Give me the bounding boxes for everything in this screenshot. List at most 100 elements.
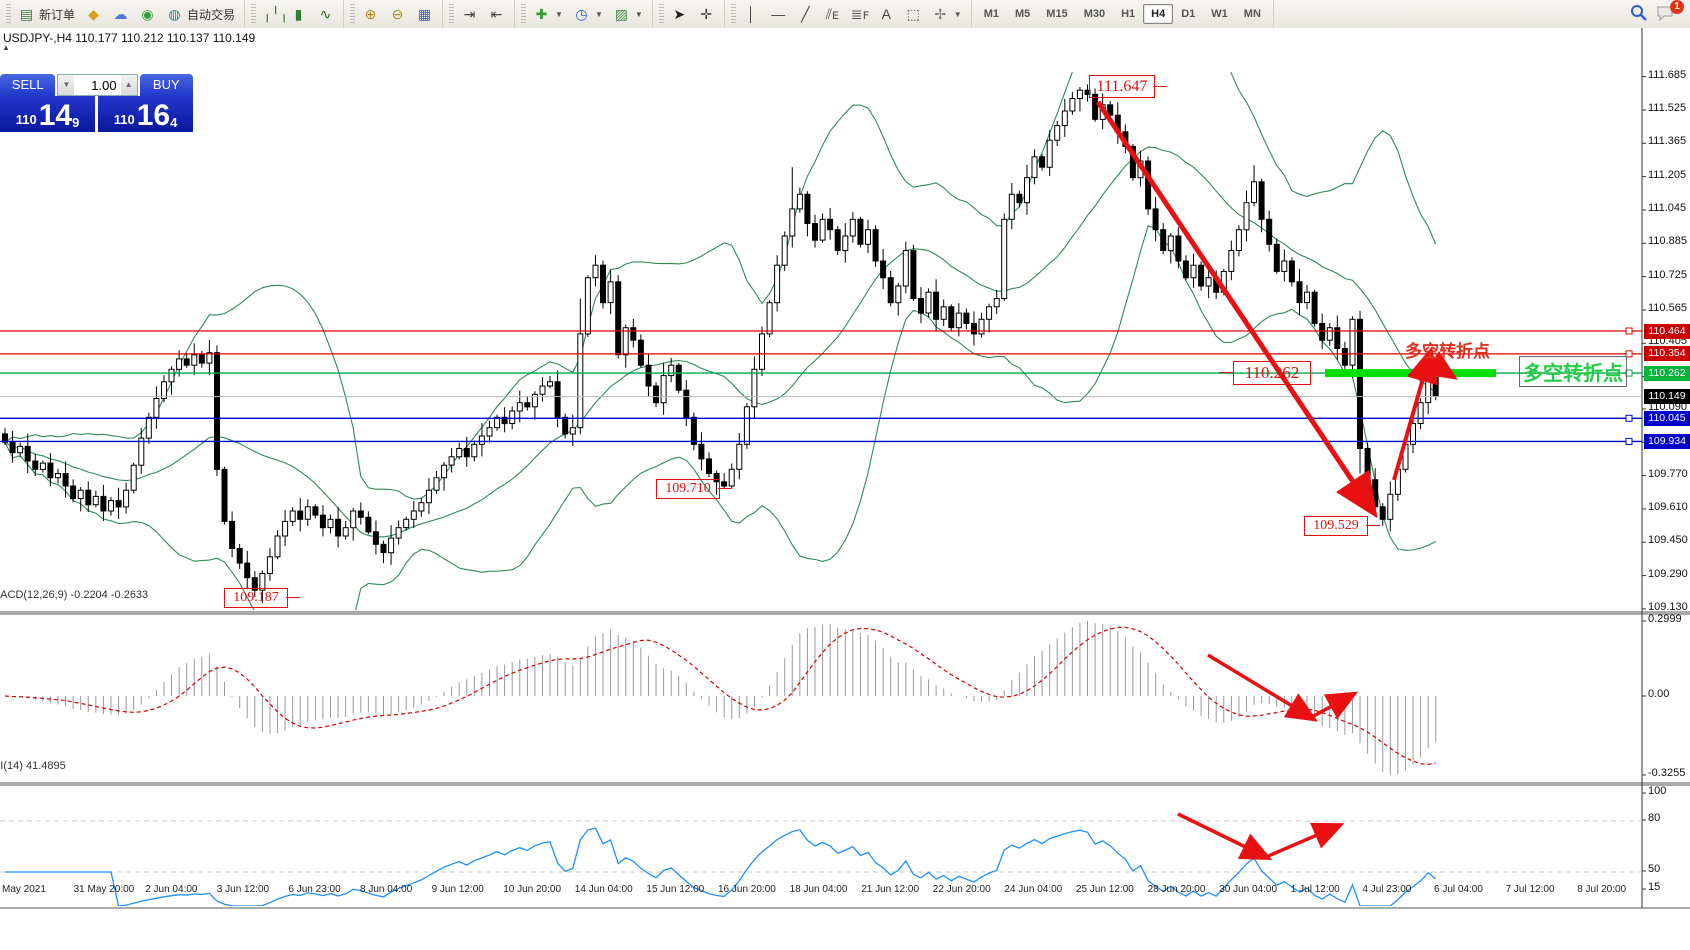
zoom-out-icon: ⊖	[391, 5, 404, 22]
hline-button[interactable]: —	[765, 4, 792, 25]
date-label[interactable]: 4 Jul 23:00	[1362, 884, 1412, 895]
zoom-in-button[interactable]: ⊕	[357, 4, 384, 25]
timeframe-m1-button[interactable]: M1	[983, 8, 999, 20]
toolbar-grip[interactable]	[6, 4, 11, 24]
toolbar-group-scroll: ⇥ ⇤	[443, 0, 516, 28]
volume-decrease-button[interactable]: ▼	[58, 75, 75, 95]
zoom-out-button[interactable]: ⊖	[384, 4, 411, 25]
date-label[interactable]: 8 Jul 20:00	[1577, 884, 1627, 895]
price-annotation-110.262[interactable]: 110.262	[1233, 361, 1311, 385]
date-label[interactable]: 6 Jul 04:00	[1434, 884, 1483, 895]
date-label[interactable]: 25 Jun 12:00	[1076, 884, 1134, 895]
fibonacci-button[interactable]: ≣ꜰ	[846, 4, 873, 25]
notifications-icon[interactable]: 1	[1657, 0, 1684, 24]
indicators-button[interactable]: ✚ ▼	[528, 4, 568, 25]
price-tick-label: 111.045	[1648, 201, 1687, 214]
timeframe-toolbar: M1 M5 M15 M30 H1 H4 D1 W1 MN	[972, 0, 1274, 28]
templates-button[interactable]: ▨ ▼	[608, 4, 648, 25]
price-annotation-111.647[interactable]: 111.647	[1089, 75, 1155, 98]
new-order-button[interactable]: ▤ 新订单	[13, 4, 80, 25]
date-label[interactable]: 9 Jun 12:00	[431, 884, 484, 895]
text-button[interactable]: A	[873, 4, 900, 25]
sell-button[interactable]: SELL	[0, 74, 56, 96]
timeframe-m15-button[interactable]: M15	[1046, 8, 1068, 20]
arrows-button[interactable]: ✢ ▼	[927, 4, 967, 25]
date-label[interactable]: 28 Jun 20:00	[1147, 884, 1206, 895]
timeframe-h1-button[interactable]: H1	[1121, 8, 1136, 20]
bar-chart-button[interactable]: ╷╵╷	[258, 4, 288, 25]
periods-button[interactable]: ◷ ▼	[568, 4, 608, 25]
timeframe-m30-button[interactable]: M30	[1083, 8, 1106, 20]
tile-windows-button[interactable]: ▦	[411, 4, 438, 25]
date-label[interactable]: 24 Jun 04:00	[1004, 884, 1063, 895]
price-annotation-109.187[interactable]: 109.187	[224, 588, 288, 608]
price-axis[interactable]	[1641, 28, 1646, 908]
price-badge-110.262: 110.262	[1644, 365, 1690, 381]
date-label[interactable]: 15 Jun 12:00	[646, 884, 705, 895]
vline-button[interactable]: │	[738, 4, 765, 25]
price-annotation-109.529[interactable]: 109.529	[1304, 516, 1368, 536]
pivot-text-annotation-0[interactable]: 多空转折点	[1405, 342, 1490, 361]
date-label[interactable]: 2 Jun 04:00	[145, 884, 198, 895]
sell-price-button[interactable]: 110 14 9	[0, 96, 95, 132]
toolbar-grip[interactable]	[658, 4, 664, 24]
equidistant-channel-button[interactable]: ⫽ᴇ	[819, 4, 846, 25]
arrows-button-caret[interactable]: ▼	[953, 9, 962, 19]
auto-scroll-button[interactable]: ⇥	[456, 4, 483, 25]
date-label[interactable]: 1 Jul 12:00	[1290, 884, 1340, 895]
date-label[interactable]: 21 Jun 12:00	[861, 884, 920, 895]
date-label[interactable]: 8 Jun 04:00	[360, 884, 413, 895]
templates-button-caret[interactable]: ▼	[634, 9, 643, 19]
market-watch-button[interactable]: ◆	[80, 4, 107, 25]
price-chart-canvas[interactable]	[0, 28, 1690, 950]
date-label[interactable]: May 2021	[2, 884, 46, 895]
date-label[interactable]: 30 Jun 04:00	[1219, 884, 1278, 895]
periods-icon: ◷	[575, 5, 588, 22]
toolbar-grip[interactable]	[350, 4, 356, 24]
signals-button[interactable]: ◉	[134, 4, 161, 25]
timeframe-w1-button[interactable]: W1	[1211, 8, 1228, 20]
buy-price-button[interactable]: 110 16 4	[98, 96, 193, 132]
toolbar-grip[interactable]	[730, 4, 736, 24]
indicators-button-caret[interactable]: ▼	[555, 9, 563, 19]
auto-trading-button[interactable]: ◍ 自动交易	[161, 4, 240, 25]
toolbar-grip[interactable]	[521, 4, 527, 24]
toolbar-grip[interactable]	[251, 4, 257, 24]
panel-collapse-icon[interactable]: ▲	[2, 43, 10, 52]
price-annotation-109.710[interactable]: 109.710	[656, 479, 720, 499]
date-label[interactable]: 3 Jun 12:00	[216, 884, 270, 895]
rsi-tick-label: 15	[1648, 881, 1661, 893]
timeframe-h4-button[interactable]: H4	[1143, 4, 1174, 24]
text-label-button[interactable]: ⬚	[900, 4, 927, 25]
date-label[interactable]: 22 Jun 20:00	[932, 884, 991, 895]
volume-increase-button[interactable]: ▲	[120, 75, 137, 95]
chart-shift-button[interactable]: ⇤	[483, 4, 510, 25]
date-label[interactable]: 14 Jun 04:00	[574, 884, 633, 895]
cursor-button[interactable]: ➤	[666, 4, 693, 25]
crosshair-button[interactable]: ✛	[693, 4, 720, 25]
candlestick-button[interactable]: ▮	[285, 4, 312, 25]
line-chart-button[interactable]: ∿	[312, 4, 339, 25]
chart-window[interactable]: USDJPY-,H4 110.177 110.212 110.137 110.1…	[0, 28, 1690, 950]
trendline-button[interactable]: ╱	[792, 4, 819, 25]
timeframe-mn-button[interactable]: MN	[1243, 8, 1261, 20]
toolbar-grip[interactable]	[449, 4, 455, 24]
timeframe-d1-button[interactable]: D1	[1181, 8, 1196, 20]
timeframe-m5-button[interactable]: M5	[1015, 8, 1031, 20]
search-icon[interactable]	[1630, 4, 1647, 24]
volume-input[interactable]	[74, 75, 121, 95]
date-label[interactable]: 31 May 20:00	[73, 884, 135, 895]
pivot-text-annotation-1[interactable]: 多空转折点	[1519, 356, 1627, 387]
rsi-tick-label: 100	[1648, 785, 1667, 797]
date-label[interactable]: 16 Jun 20:00	[718, 884, 776, 895]
date-label[interactable]: 18 Jun 04:00	[789, 884, 848, 895]
date-label[interactable]: 10 Jun 20:00	[503, 884, 562, 895]
community-button[interactable]: ☁	[107, 4, 134, 25]
date-label[interactable]: 6 Jun 23:00	[288, 884, 341, 895]
trend-arrows[interactable]	[1095, 100, 1458, 861]
periods-button-caret[interactable]: ▼	[594, 9, 603, 19]
buy-button[interactable]: BUY	[139, 74, 193, 96]
date-label[interactable]: 7 Jul 12:00	[1505, 884, 1555, 895]
panel-separators[interactable]	[0, 611, 1690, 909]
